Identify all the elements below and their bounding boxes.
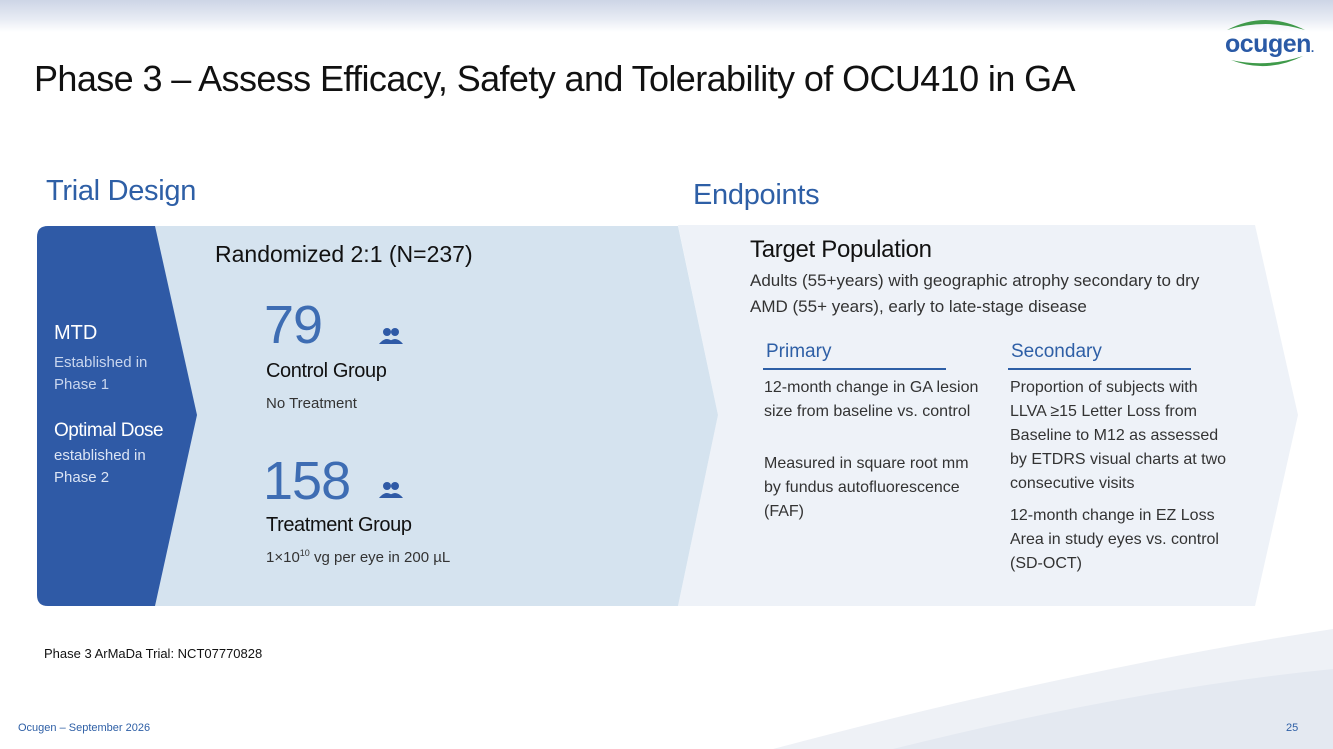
secondary-underline	[1008, 368, 1191, 370]
people-icon	[379, 328, 403, 344]
dose-panel	[37, 226, 197, 606]
endpoints-heading: Endpoints	[693, 179, 820, 211]
treatment-group-label: Treatment Group	[266, 514, 412, 536]
control-count: 79	[264, 295, 323, 355]
page-number: 25	[1286, 722, 1299, 734]
treatment-group-detail: 1×1010 vg per eye in 200 µL	[266, 548, 450, 566]
logo-text: ocugen	[1225, 30, 1311, 58]
mtd-detail: Established in Phase 1	[54, 354, 148, 393]
primary-heading: Primary	[766, 341, 832, 362]
trial-design-heading: Trial Design	[46, 175, 197, 207]
page-title: Phase 3 – Assess Efficacy, Safety and To…	[34, 58, 1076, 99]
dose-suffix: vg per eye in 200 µL	[309, 549, 451, 566]
dose-prefix: 1×10	[266, 549, 300, 566]
background-swoosh	[773, 629, 1333, 749]
trial-note: Phase 3 ArMaDa Trial: NCT07770828	[44, 646, 263, 661]
secondary-endpoint-item: Proportion of subjects with LLVA ≥15 Let…	[1010, 379, 1227, 492]
optimal-dose-label: Optimal Dose	[54, 420, 164, 441]
mtd-label: MTD	[54, 322, 98, 344]
randomization-label: Randomized 2:1 (N=237)	[215, 241, 473, 267]
endpoints-panel	[678, 225, 1298, 606]
primary-endpoint-item: Measured in square root mm by fundus aut…	[764, 455, 969, 520]
target-population-description: Adults (55+years) with geographic atroph…	[750, 271, 1200, 316]
secondary-heading: Secondary	[1011, 341, 1102, 362]
footer-date: Ocugen – September 2026	[18, 722, 151, 734]
header-band	[0, 0, 1333, 32]
randomization-panel	[130, 226, 718, 606]
ocugen-logo: ocugen.	[1219, 14, 1314, 70]
dose-exponent: 10	[299, 548, 310, 558]
primary-underline	[763, 368, 946, 370]
control-group-detail: No Treatment	[266, 395, 357, 412]
primary-endpoint-item: 12-month change in GA lesion size from b…	[764, 379, 979, 420]
target-population-heading: Target Population	[750, 236, 932, 263]
treatment-count: 158	[263, 451, 351, 511]
logo-dot: .	[1310, 41, 1314, 55]
people-icon	[379, 482, 403, 498]
control-group-label: Control Group	[266, 360, 387, 382]
secondary-endpoint-item: 12-month change in EZ Loss Area in study…	[1010, 507, 1219, 572]
optimal-dose-detail: established in Phase 2	[54, 447, 146, 486]
